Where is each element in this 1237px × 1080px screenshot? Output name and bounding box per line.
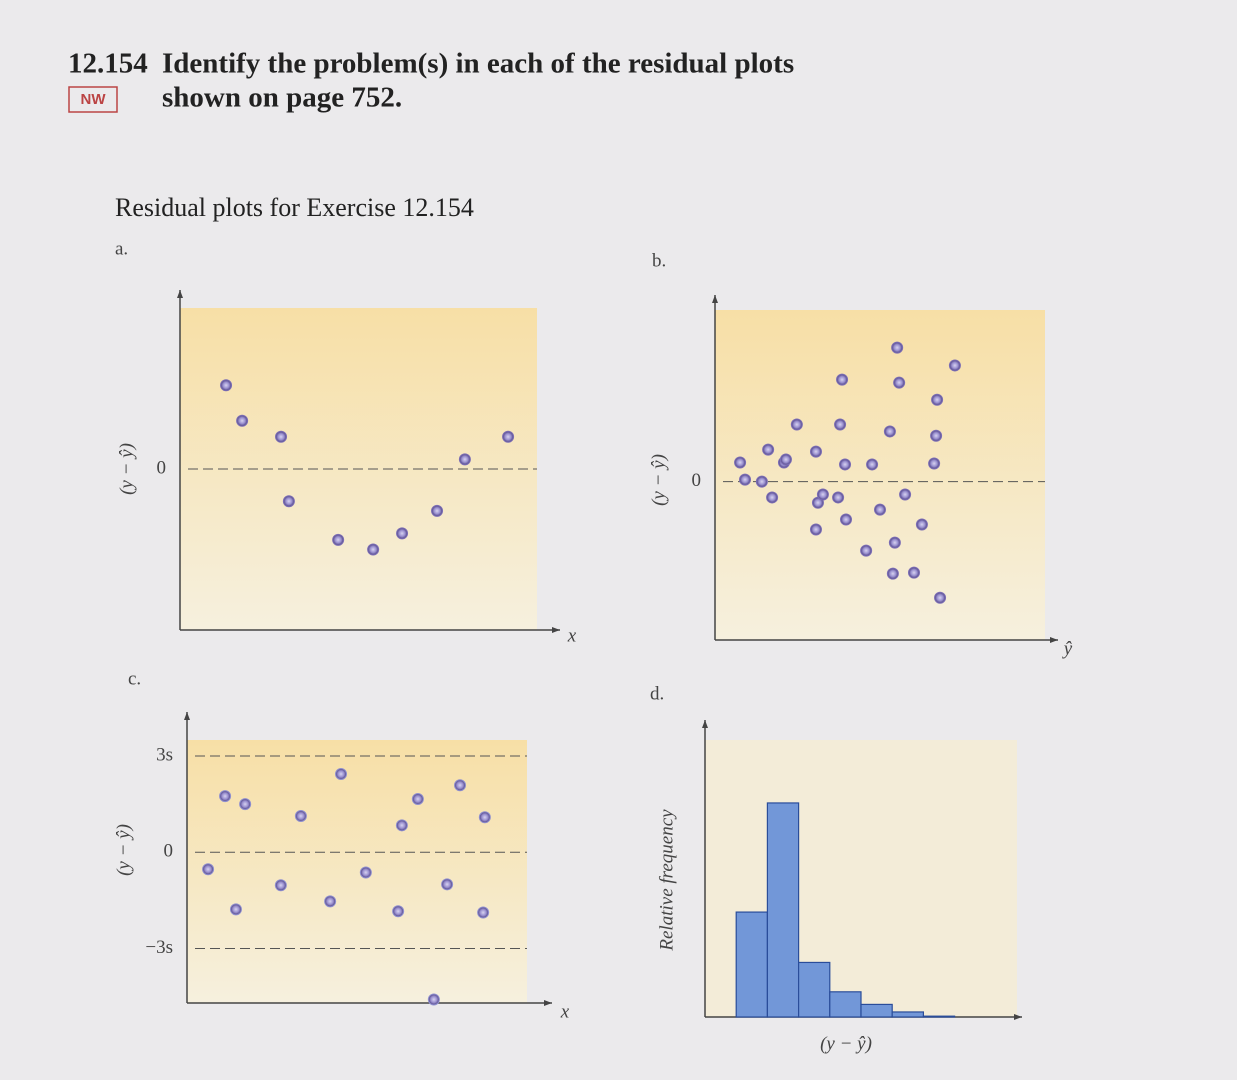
point	[239, 798, 252, 811]
point	[809, 523, 822, 536]
point	[866, 458, 879, 471]
panel-label: a.	[115, 238, 128, 259]
point	[458, 453, 471, 466]
x-axis-label: x	[567, 625, 577, 646]
badge-box	[68, 86, 118, 113]
point	[893, 376, 906, 389]
y-tick-label: 0	[164, 841, 174, 862]
bar	[797, 961, 831, 1018]
point	[392, 905, 405, 918]
bar	[766, 802, 800, 1018]
y-arrow	[712, 295, 718, 303]
x-arrow	[1014, 1014, 1022, 1020]
x-axis-label: ŷ	[1062, 638, 1073, 659]
point	[899, 488, 912, 501]
point	[790, 418, 803, 431]
point	[427, 993, 440, 1006]
point	[502, 430, 515, 443]
point	[809, 445, 822, 458]
y-axis-label: Relative frequency	[656, 809, 677, 952]
y-tick-label: −3s	[145, 937, 173, 958]
point	[755, 475, 768, 488]
point	[359, 866, 372, 879]
panel-label: c.	[128, 668, 141, 689]
point	[324, 895, 337, 908]
point	[948, 359, 961, 372]
point	[874, 503, 886, 516]
point	[766, 491, 779, 504]
bar	[735, 911, 769, 1018]
point	[860, 544, 873, 557]
point	[411, 793, 424, 806]
point	[762, 443, 775, 456]
point	[891, 341, 904, 354]
y-arrow	[184, 712, 190, 720]
point	[816, 488, 829, 501]
bar	[860, 1003, 893, 1018]
point	[395, 819, 408, 832]
point	[832, 491, 845, 504]
point	[275, 430, 288, 443]
point	[282, 495, 295, 508]
point	[915, 518, 928, 531]
x-axis-label: x	[560, 1001, 570, 1022]
point	[202, 863, 215, 876]
point	[886, 567, 899, 580]
point	[779, 453, 792, 466]
badge: NW	[81, 91, 107, 108]
point	[332, 533, 345, 546]
caption: Residual plots for Exercise 12.154	[115, 193, 474, 222]
point	[367, 543, 380, 556]
x-arrow	[1050, 637, 1058, 643]
bar	[829, 991, 862, 1018]
plot-area	[187, 740, 527, 1003]
x-arrow	[552, 627, 560, 633]
point	[734, 456, 747, 469]
point	[934, 591, 947, 604]
point	[236, 414, 249, 427]
y-tick-label: 0	[692, 470, 702, 491]
plot-area	[715, 310, 1045, 640]
point	[888, 536, 901, 549]
panel-label: b.	[652, 250, 666, 271]
point	[220, 379, 233, 392]
point	[294, 810, 307, 823]
problem-number: 12.154	[68, 48, 148, 80]
point	[839, 458, 852, 471]
y-axis-label: (y − ŷ)	[648, 454, 669, 506]
point	[930, 429, 943, 442]
point	[454, 779, 467, 792]
y-axis-label: (y − ŷ)	[113, 824, 134, 876]
question-line: Identify the problem(s) in each of the r…	[162, 48, 794, 80]
x-axis-label: (y − ŷ)	[820, 1033, 872, 1054]
point	[840, 513, 853, 526]
x-arrow	[544, 1000, 552, 1006]
bar	[891, 1011, 925, 1018]
y-tick-label: 3s	[156, 744, 173, 765]
point	[229, 903, 242, 916]
point	[883, 425, 896, 438]
point	[431, 504, 444, 517]
point	[478, 811, 491, 824]
question-line: shown on page 752.	[162, 82, 402, 114]
point	[335, 767, 348, 780]
y-arrow	[177, 290, 183, 298]
y-arrow	[702, 720, 708, 728]
panel-label: d.	[650, 683, 664, 704]
bar	[922, 1015, 956, 1018]
point	[441, 878, 454, 891]
y-tick-label: 0	[157, 457, 167, 478]
point	[928, 457, 941, 470]
point	[477, 906, 490, 919]
point	[396, 527, 409, 540]
y-axis-label: (y − ŷ)	[116, 443, 137, 495]
point	[931, 393, 944, 406]
point	[274, 879, 287, 892]
point	[739, 473, 752, 486]
point	[907, 566, 920, 579]
point	[836, 373, 849, 386]
point	[834, 418, 847, 431]
point	[219, 790, 232, 803]
